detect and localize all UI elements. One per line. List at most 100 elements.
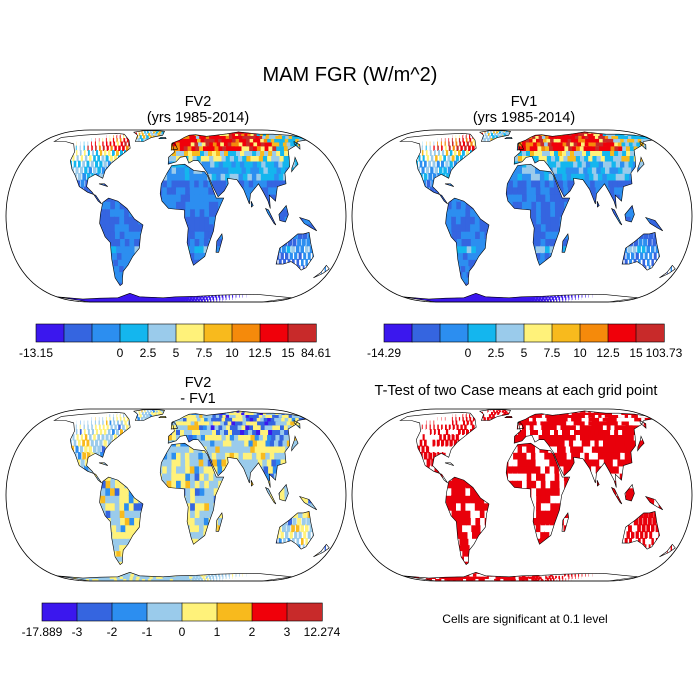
grid-cell bbox=[633, 238, 638, 247]
grid-cell bbox=[446, 201, 453, 210]
grid-cell bbox=[582, 150, 589, 156]
grid-cell bbox=[139, 296, 146, 300]
grid-cell bbox=[100, 173, 105, 181]
grid-cell bbox=[256, 150, 264, 156]
grid-cell bbox=[535, 186, 542, 195]
grid-cell bbox=[262, 179, 269, 188]
grid-cell bbox=[465, 201, 471, 210]
grid-cell bbox=[465, 230, 472, 239]
grid-cell bbox=[214, 160, 221, 168]
grid-cell bbox=[148, 299, 154, 302]
grid-cell bbox=[109, 155, 113, 162]
grid-cell bbox=[193, 259, 199, 267]
grid-cell bbox=[208, 193, 215, 202]
grid-cell bbox=[194, 238, 200, 247]
panel-1-title-line2: (yrs 1985-2014) bbox=[146, 110, 250, 126]
grid-cell bbox=[225, 296, 227, 300]
grid-cell bbox=[133, 223, 140, 232]
grid-cell bbox=[110, 223, 116, 232]
grid-cell bbox=[119, 265, 126, 273]
grid-cell bbox=[651, 259, 654, 267]
grid-cell bbox=[102, 145, 105, 151]
grid-cell bbox=[211, 166, 217, 174]
grid-cell bbox=[225, 173, 232, 181]
grid-cell bbox=[541, 145, 547, 151]
coastline-sumatra bbox=[264, 207, 277, 226]
grid-cell bbox=[538, 155, 545, 162]
grid-cell bbox=[248, 160, 256, 168]
grid-cell bbox=[100, 201, 107, 210]
grid-cell bbox=[109, 216, 116, 225]
grid-cell bbox=[536, 201, 542, 210]
grid-cell bbox=[139, 135, 142, 139]
grid-cell bbox=[508, 296, 514, 300]
grid-cell bbox=[448, 145, 451, 151]
grid-cell bbox=[555, 141, 562, 147]
grid-cell bbox=[180, 179, 186, 188]
grid-cell bbox=[465, 265, 472, 273]
grid-cell bbox=[611, 173, 619, 181]
grid-cell bbox=[554, 193, 561, 202]
grid-cell bbox=[512, 186, 519, 195]
grid-cell bbox=[142, 135, 146, 139]
grid-cell bbox=[110, 238, 117, 247]
grid-cell bbox=[274, 160, 282, 168]
grid-cell bbox=[456, 238, 463, 247]
grid-cell bbox=[562, 141, 570, 147]
grid-cell bbox=[184, 150, 190, 156]
grid-cell bbox=[447, 155, 451, 162]
grid-cell bbox=[612, 179, 620, 188]
grid-cell bbox=[203, 186, 210, 195]
grid-cell bbox=[535, 296, 539, 300]
grid-cell bbox=[547, 300, 550, 302]
grid-cell bbox=[541, 135, 548, 139]
grid-cell bbox=[537, 145, 543, 151]
grid-cell bbox=[302, 230, 308, 239]
grid-cell bbox=[553, 300, 555, 302]
grid-cell bbox=[202, 296, 205, 300]
grid-cell bbox=[565, 299, 567, 302]
panel-3-title: FV2 - FV1 bbox=[48, 375, 348, 407]
grid-cell bbox=[455, 155, 459, 162]
grid-cell bbox=[496, 131, 498, 134]
grid-cell bbox=[444, 141, 446, 147]
grid-cell bbox=[495, 296, 502, 300]
grid-cell bbox=[221, 179, 228, 188]
grid-cell bbox=[101, 155, 105, 162]
grid-cell bbox=[110, 201, 116, 210]
grid-cell bbox=[193, 173, 200, 181]
coastline-nz bbox=[313, 264, 330, 279]
grid-cell bbox=[445, 145, 447, 151]
grid-cell bbox=[76, 155, 79, 162]
grid-cell bbox=[560, 160, 567, 168]
grid-cell bbox=[545, 223, 551, 232]
grid-cell bbox=[224, 166, 231, 174]
grid-cell bbox=[625, 208, 632, 217]
grid-cell bbox=[615, 160, 624, 168]
grid-cell bbox=[189, 186, 196, 195]
grid-cell bbox=[199, 186, 205, 195]
grid-cell bbox=[285, 252, 289, 260]
grid-cell bbox=[456, 208, 462, 217]
grid-cell bbox=[185, 238, 191, 247]
grid-cell bbox=[518, 150, 523, 156]
grid-cell bbox=[568, 160, 576, 168]
grid-cell bbox=[194, 208, 201, 217]
grid-cell bbox=[212, 296, 214, 300]
grid-cell bbox=[134, 245, 141, 254]
grid-cell bbox=[599, 179, 606, 188]
grid-cell bbox=[546, 155, 553, 162]
grid-cell bbox=[522, 173, 528, 181]
grid-cell bbox=[246, 155, 254, 162]
grid-cell bbox=[460, 223, 467, 232]
grid-cell bbox=[600, 166, 608, 174]
grid-cell bbox=[575, 145, 583, 151]
grid-cell bbox=[603, 160, 611, 168]
grid-cell bbox=[548, 135, 555, 139]
grid-cell bbox=[274, 173, 282, 181]
grid-cell bbox=[571, 293, 573, 298]
grid-cell bbox=[114, 265, 122, 273]
coastline-samerica bbox=[99, 197, 144, 287]
grid-cell bbox=[212, 135, 219, 139]
grid-cell bbox=[171, 166, 177, 174]
